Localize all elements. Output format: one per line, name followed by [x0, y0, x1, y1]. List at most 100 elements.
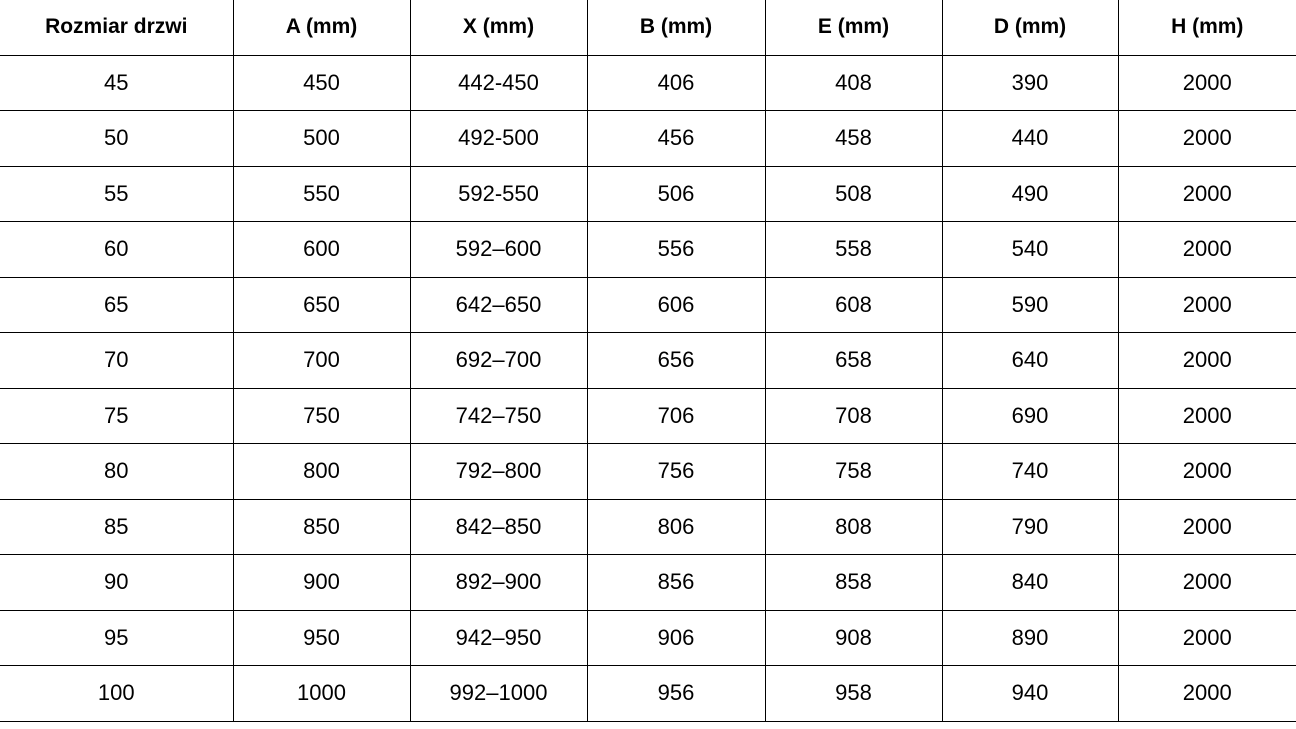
table-cell: 750	[232, 387, 411, 444]
table-cell: 456	[586, 110, 766, 167]
table-row: 60 600 592–600 556 558 540 2000	[0, 221, 1296, 278]
table-row: 65 650 642–650 606 608 590 2000	[0, 276, 1296, 333]
table-cell: 2000	[1117, 609, 1296, 666]
table-cell: 2000	[1117, 110, 1296, 167]
table-cell: 740	[941, 443, 1119, 500]
table-cell: 790	[941, 498, 1119, 555]
column-header: H (mm)	[1117, 0, 1296, 56]
table-cell: 1000	[232, 665, 411, 722]
column-header: A (mm)	[232, 0, 411, 56]
column-header: D (mm)	[941, 0, 1119, 56]
table-cell: 992–1000	[409, 665, 588, 722]
table-cell: 700	[232, 332, 411, 389]
table-cell: 45	[0, 54, 234, 111]
table-cell: 458	[764, 110, 943, 167]
table-cell: 640	[941, 332, 1119, 389]
table-cell: 55	[0, 165, 234, 222]
table-cell: 600	[232, 221, 411, 278]
table-cell: 75	[0, 387, 234, 444]
table-cell: 2000	[1117, 54, 1296, 111]
table-cell: 590	[941, 276, 1119, 333]
table-cell: 2000	[1117, 165, 1296, 222]
table-cell: 490	[941, 165, 1119, 222]
table-cell: 958	[764, 665, 943, 722]
column-header: B (mm)	[586, 0, 766, 56]
table-cell: 90	[0, 554, 234, 611]
table-cell: 508	[764, 165, 943, 222]
table-row: 50 500 492-500 456 458 440 2000	[0, 110, 1296, 167]
header-row: Rozmiar drzwi A (mm) X (mm) B (mm) E (mm) D (…	[0, 0, 1296, 56]
table-cell: 440	[941, 110, 1119, 167]
table-cell: 908	[764, 609, 943, 666]
table-cell: 956	[586, 665, 766, 722]
table-cell: 2000	[1117, 554, 1296, 611]
table-cell: 450	[232, 54, 411, 111]
table-cell: 558	[764, 221, 943, 278]
table-cell: 942–950	[409, 609, 588, 666]
table-cell: 806	[586, 498, 766, 555]
table-cell: 742–750	[409, 387, 588, 444]
table-cell: 100	[0, 665, 234, 722]
table-cell: 70	[0, 332, 234, 389]
column-header: X (mm)	[409, 0, 588, 56]
table-cell: 608	[764, 276, 943, 333]
column-header: Rozmiar drzwi	[0, 0, 234, 56]
column-header: E (mm)	[764, 0, 943, 56]
table-cell: 2000	[1117, 665, 1296, 722]
table-cell: 856	[586, 554, 766, 611]
table-cell: 408	[764, 54, 943, 111]
table-cell: 2000	[1117, 332, 1296, 389]
table-cell: 2000	[1117, 221, 1296, 278]
table-cell: 390	[941, 54, 1119, 111]
table-cell: 492-500	[409, 110, 588, 167]
table-cell: 506	[586, 165, 766, 222]
table-row: 75 750 742–750 706 708 690 2000	[0, 387, 1296, 444]
table-cell: 708	[764, 387, 943, 444]
table-cell: 550	[232, 165, 411, 222]
table-cell: 50	[0, 110, 234, 167]
table-cell: 606	[586, 276, 766, 333]
table-cell: 2000	[1117, 276, 1296, 333]
table-cell: 892–900	[409, 554, 588, 611]
table-cell: 406	[586, 54, 766, 111]
table-cell: 906	[586, 609, 766, 666]
table-cell: 642–650	[409, 276, 588, 333]
table-cell: 65	[0, 276, 234, 333]
table-row: 70 700 692–700 656 658 640 2000	[0, 332, 1296, 389]
table-row: 95 950 942–950 906 908 890 2000	[0, 609, 1296, 666]
table-cell: 540	[941, 221, 1119, 278]
table-cell: 756	[586, 443, 766, 500]
table-cell: 95	[0, 609, 234, 666]
table-cell: 85	[0, 498, 234, 555]
table-cell: 442-450	[409, 54, 588, 111]
table-cell: 556	[586, 221, 766, 278]
table-cell: 592–600	[409, 221, 588, 278]
table-cell: 706	[586, 387, 766, 444]
table-cell: 60	[0, 221, 234, 278]
table-cell: 950	[232, 609, 411, 666]
table-cell: 500	[232, 110, 411, 167]
table-cell: 840	[941, 554, 1119, 611]
table-cell: 2000	[1117, 498, 1296, 555]
table-cell: 842–850	[409, 498, 588, 555]
table-cell: 80	[0, 443, 234, 500]
table-cell: 758	[764, 443, 943, 500]
table-cell: 858	[764, 554, 943, 611]
table-row: 85 850 842–850 806 808 790 2000	[0, 498, 1296, 555]
table-row: 80 800 792–800 756 758 740 2000	[0, 443, 1296, 500]
table-cell: 940	[941, 665, 1119, 722]
table-cell: 2000	[1117, 387, 1296, 444]
table-cell: 808	[764, 498, 943, 555]
table-cell: 900	[232, 554, 411, 611]
table-cell: 692–700	[409, 332, 588, 389]
table-cell: 850	[232, 498, 411, 555]
table-row: 55 550 592-550 506 508 490 2000	[0, 165, 1296, 222]
table-cell: 650	[232, 276, 411, 333]
table-cell: 690	[941, 387, 1119, 444]
table-cell: 890	[941, 609, 1119, 666]
table-cell: 592-550	[409, 165, 588, 222]
table-cell: 658	[764, 332, 943, 389]
table-row: 90 900 892–900 856 858 840 2000	[0, 554, 1296, 611]
table-row: 100 1000 992–1000 956 958 940 2000	[0, 665, 1296, 722]
